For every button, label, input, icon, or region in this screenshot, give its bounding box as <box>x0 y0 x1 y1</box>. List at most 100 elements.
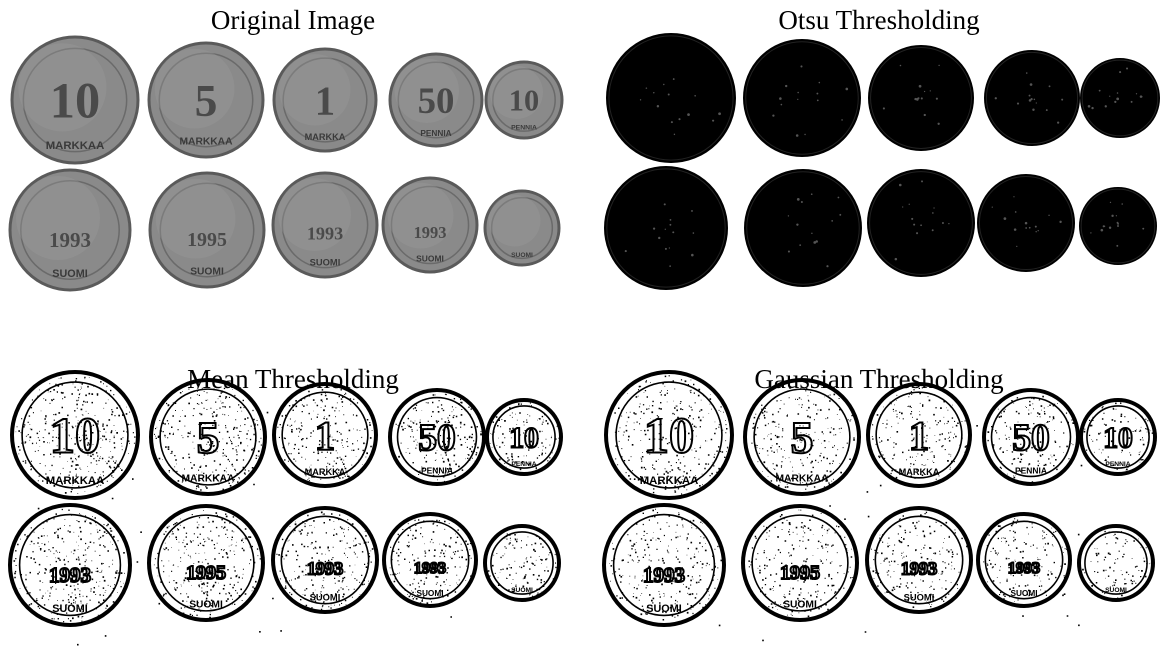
coin-5 <box>1081 59 1159 137</box>
coin-5: 10 PENNIA <box>1081 400 1155 474</box>
coins-otsu-image <box>586 0 1172 334</box>
coin-9: 1993 SUOMI <box>383 178 477 272</box>
coin-6 <box>605 167 727 289</box>
svg-text:10: 10 <box>509 422 539 454</box>
svg-text:SUOMI: SUOMI <box>511 587 533 594</box>
svg-text:1993: 1993 <box>643 563 685 587</box>
svg-text:SUOMI: SUOMI <box>52 603 87 615</box>
coin-1: 10 MARKKAA <box>12 37 138 163</box>
svg-text:PENNIA: PENNIA <box>511 461 536 468</box>
coin-10: SUOMI <box>485 526 559 600</box>
svg-text:10: 10 <box>509 84 539 118</box>
coin-9 <box>978 175 1074 271</box>
coin-2: 5 MARKKAA <box>745 380 859 494</box>
coin-10 <box>1080 188 1156 264</box>
coin-4: 50 PENNIA <box>390 390 484 484</box>
coin-7 <box>745 170 861 286</box>
panel-gaussian: 10 MARKKAA 5 MARKKAA 1 MARKKA 50 PENNIA 10 PENNIA… <box>586 335 1172 669</box>
svg-text:10: 10 <box>1103 422 1133 454</box>
svg-text:1: 1 <box>315 78 335 123</box>
coin-7: 1995 SUOMI <box>743 506 857 620</box>
coin-4: 50 PENNIA <box>984 390 1078 484</box>
coin-7: 1995 SUOMI <box>149 506 263 620</box>
svg-text:MARKKAA: MARKKAA <box>640 475 699 487</box>
svg-text:5: 5 <box>791 412 814 463</box>
panel-otsu: Otsu Thresholding <box>586 0 1172 334</box>
svg-text:1: 1 <box>909 413 929 458</box>
svg-text:SUOMI: SUOMI <box>189 599 223 610</box>
coin-4 <box>985 51 1079 145</box>
svg-text:1993: 1993 <box>414 560 446 577</box>
svg-text:1995: 1995 <box>780 562 820 584</box>
coin-2: 5 MARKKAA <box>151 380 265 494</box>
panel-title-gaussian: Gaussian Thresholding <box>586 363 1172 395</box>
svg-text:MARKKA: MARKKA <box>899 467 940 477</box>
svg-text:SUOMI: SUOMI <box>190 266 224 277</box>
coin-3: 1 MARKKA <box>274 384 376 486</box>
coin-8: 1993 SUOMI <box>273 173 377 277</box>
coin-8: 1993 SUOMI <box>867 508 971 612</box>
panel-title-original: Original Image <box>0 4 586 36</box>
panel-title-mean: Mean Thresholding <box>0 363 586 395</box>
svg-text:MARKKAA: MARKKAA <box>46 140 105 152</box>
coin-7: 1995 SUOMI <box>150 173 264 287</box>
svg-text:SUOMI: SUOMI <box>416 254 444 264</box>
svg-text:SUOMI: SUOMI <box>783 599 817 610</box>
coin-9: 1993 SUOMI <box>978 514 1070 606</box>
svg-text:SUOMI: SUOMI <box>52 268 87 280</box>
coin-1 <box>607 34 735 162</box>
svg-text:1993: 1993 <box>307 559 343 579</box>
coin-4: 50 PENNIA <box>390 54 482 146</box>
svg-text:MARKKAA: MARKKAA <box>180 136 234 147</box>
svg-text:SUOMI: SUOMI <box>646 603 681 615</box>
svg-text:SUOMI: SUOMI <box>904 593 935 603</box>
coin-2 <box>744 40 860 156</box>
panel-mean: 10 MARKKAA 5 MARKKAA 1 MARKKA 50 PENNIA 10 PENNIA… <box>0 335 586 669</box>
coin-6: 1993 SUOMI <box>604 505 724 625</box>
svg-text:1993: 1993 <box>49 228 91 252</box>
coin-3: 1 MARKKA <box>868 384 970 486</box>
svg-text:1993: 1993 <box>49 563 91 587</box>
svg-text:1: 1 <box>315 413 335 458</box>
svg-text:SUOMI: SUOMI <box>1010 589 1037 598</box>
svg-text:PENNIA: PENNIA <box>511 125 537 132</box>
svg-text:5: 5 <box>195 75 218 126</box>
svg-text:10: 10 <box>50 73 100 129</box>
svg-text:PENNIA: PENNIA <box>1015 466 1047 476</box>
panel-title-otsu: Otsu Thresholding <box>586 4 1172 36</box>
coin-6: 1993 SUOMI <box>10 170 130 290</box>
svg-text:SUOMI: SUOMI <box>1105 587 1127 594</box>
coin-10: SUOMI <box>485 191 559 265</box>
svg-text:SUOMI: SUOMI <box>310 258 341 268</box>
svg-text:50: 50 <box>418 80 455 121</box>
coin-2: 5 MARKKAA <box>149 43 263 157</box>
svg-text:SUOMI: SUOMI <box>511 252 533 259</box>
svg-text:PENNIA: PENNIA <box>420 129 451 138</box>
svg-text:1993: 1993 <box>901 559 937 579</box>
coin-3 <box>869 46 973 150</box>
coins-original-image: 10 MARKKAA 5 MARKKAA 1 MARKKA 50 PENNIA 10 PENNIA… <box>0 0 586 334</box>
coin-5: 10 PENNIA <box>487 400 561 474</box>
svg-text:1993: 1993 <box>1008 560 1040 577</box>
svg-text:MARKKAA: MARKKAA <box>46 475 105 487</box>
svg-text:1995: 1995 <box>187 229 227 251</box>
coin-10: SUOMI <box>1079 526 1153 600</box>
svg-text:SUOMI: SUOMI <box>310 593 341 603</box>
svg-text:MARKKAA: MARKKAA <box>776 473 830 484</box>
svg-text:10: 10 <box>50 408 100 464</box>
coin-8 <box>868 170 974 276</box>
coin-9: 1993 SUOMI <box>384 514 476 606</box>
coin-3: 1 MARKKA <box>274 49 376 151</box>
svg-text:1993: 1993 <box>307 224 343 244</box>
coin-5: 10 PENNIA <box>486 62 562 138</box>
panel-original: 10 MARKKAA 5 MARKKAA 1 MARKKA 50 PENNIA 10 PENNIA… <box>0 0 586 334</box>
svg-text:1993: 1993 <box>414 223 447 242</box>
svg-text:PENNIA: PENNIA <box>421 466 453 476</box>
svg-text:50: 50 <box>418 418 456 459</box>
svg-text:5: 5 <box>197 412 220 463</box>
svg-text:10: 10 <box>644 408 694 464</box>
svg-text:MARKKAA: MARKKAA <box>182 473 236 484</box>
svg-text:PENNIA: PENNIA <box>1105 461 1130 468</box>
coin-8: 1993 SUOMI <box>273 508 377 612</box>
svg-text:MARKKA: MARKKA <box>305 132 346 142</box>
